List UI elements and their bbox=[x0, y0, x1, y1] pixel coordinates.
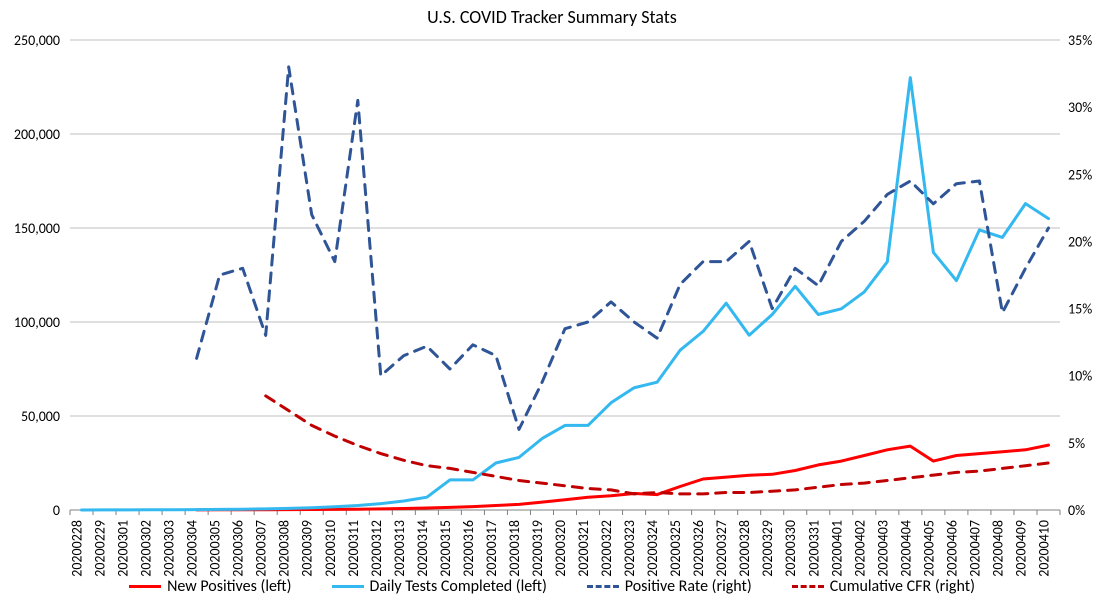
x-axis-label: 20200305 bbox=[207, 520, 224, 577]
x-axis-label: 20200301 bbox=[115, 520, 132, 577]
legend-swatch bbox=[332, 585, 364, 588]
x-axis-label: 20200303 bbox=[161, 520, 178, 577]
right-axis-label: 0% bbox=[1068, 502, 1085, 519]
legend-item: Positive Rate (right) bbox=[587, 577, 752, 596]
legend-label: Cumulative CFR (right) bbox=[830, 577, 975, 596]
x-axis-label: 20200312 bbox=[368, 520, 385, 577]
x-axis-label: 20200403 bbox=[874, 520, 891, 577]
right-axis-label: 25% bbox=[1068, 166, 1092, 183]
chart-plot-area: 0 50,000 100,000 150,000 200,000 250,000 0% 5% 1… bbox=[0, 0, 1104, 598]
right-axis-label: 20% bbox=[1068, 233, 1092, 250]
legend-swatch bbox=[792, 585, 824, 588]
left-axis-label: 0 bbox=[53, 502, 60, 519]
x-axis-label: 20200229 bbox=[92, 520, 109, 577]
x-axis-label: 20200407 bbox=[966, 520, 983, 577]
legend-label: Positive Rate (right) bbox=[625, 577, 752, 596]
right-axis-label: 35% bbox=[1068, 32, 1092, 49]
chart-legend: New Positives (left) Daily Tests Complete… bbox=[0, 577, 1104, 596]
x-axis-label: 20200302 bbox=[138, 520, 155, 577]
x-axis-label: 20200228 bbox=[69, 520, 86, 577]
x-axis-label: 20200324 bbox=[644, 520, 661, 577]
x-axis-label: 20200310 bbox=[322, 520, 339, 577]
x-axis-label: 20200404 bbox=[897, 520, 914, 577]
left-axis-label: 250,000 bbox=[14, 32, 60, 49]
series-line bbox=[266, 396, 1049, 494]
x-axis-label: 20200307 bbox=[253, 520, 270, 577]
legend-swatch bbox=[587, 585, 619, 588]
gridlines bbox=[70, 40, 1060, 510]
left-axis-label: 100,000 bbox=[14, 314, 60, 331]
left-axis-label: 50,000 bbox=[21, 408, 60, 425]
x-axis-label: 20200317 bbox=[483, 520, 500, 577]
x-axis-label: 20200331 bbox=[805, 520, 822, 577]
left-axis-labels: 0 50,000 100,000 150,000 200,000 250,000 bbox=[14, 32, 60, 519]
right-axis-label: 15% bbox=[1068, 301, 1092, 318]
x-axis-label: 20200322 bbox=[598, 520, 615, 577]
x-axis-label: 20200410 bbox=[1035, 520, 1052, 577]
left-axis-label: 200,000 bbox=[14, 126, 60, 143]
x-axis-label: 20200306 bbox=[230, 520, 247, 577]
x-axis-label: 20200327 bbox=[713, 520, 730, 577]
chart-title: U.S. COVID Tracker Summary Stats bbox=[0, 6, 1104, 28]
legend-label: Daily Tests Completed (left) bbox=[370, 577, 547, 596]
x-axis-label: 20200308 bbox=[276, 520, 293, 577]
right-axis-label: 5% bbox=[1068, 435, 1085, 452]
x-axis-label: 20200402 bbox=[851, 520, 868, 577]
x-axis-label: 20200314 bbox=[414, 520, 431, 577]
covid-tracker-chart: U.S. COVID Tracker Summary Stats 0 50,000… bbox=[0, 0, 1104, 598]
x-axis-label: 20200326 bbox=[690, 520, 707, 577]
right-axis-label: 10% bbox=[1068, 368, 1092, 385]
x-axis-label: 20200408 bbox=[989, 520, 1006, 577]
x-axis-label: 20200315 bbox=[437, 520, 454, 577]
x-axis-label: 20200316 bbox=[460, 520, 477, 577]
x-axis-label: 20200318 bbox=[506, 520, 523, 577]
legend-item: New Positives (left) bbox=[129, 577, 291, 596]
x-axis-label: 20200323 bbox=[621, 520, 638, 577]
x-axis-label: 20200321 bbox=[575, 520, 592, 577]
x-axis-label: 20200406 bbox=[943, 520, 960, 577]
x-axis-label: 20200401 bbox=[828, 520, 845, 577]
series-line bbox=[197, 67, 1049, 430]
series-line bbox=[82, 78, 1049, 510]
x-axis-label: 20200311 bbox=[345, 520, 362, 577]
x-axis-label: 20200304 bbox=[184, 520, 201, 577]
x-axis-labels: 20200228 20200229 20200301 20200302 20200303… bbox=[69, 520, 1053, 577]
x-axis-label: 20200325 bbox=[667, 520, 684, 577]
x-axis-label: 20200313 bbox=[391, 520, 408, 577]
right-axis-labels: 0% 5% 10% 15% 20% 25% 30% 35% bbox=[1068, 32, 1092, 519]
x-axis-label: 20200309 bbox=[299, 520, 316, 577]
x-axis-label: 20200319 bbox=[529, 520, 546, 577]
left-axis-label: 150,000 bbox=[14, 220, 60, 237]
legend-item: Cumulative CFR (right) bbox=[792, 577, 975, 596]
legend-label: New Positives (left) bbox=[167, 577, 291, 596]
x-axis-label: 20200329 bbox=[759, 520, 776, 577]
x-axis-label: 20200328 bbox=[736, 520, 753, 577]
legend-swatch bbox=[129, 585, 161, 588]
x-axis-label: 20200320 bbox=[552, 520, 569, 577]
right-axis-label: 30% bbox=[1068, 99, 1092, 116]
x-axis-label: 20200409 bbox=[1012, 520, 1029, 577]
x-axis-label: 20200405 bbox=[920, 520, 937, 577]
legend-item: Daily Tests Completed (left) bbox=[332, 577, 547, 596]
x-axis-label: 20200330 bbox=[782, 520, 799, 577]
